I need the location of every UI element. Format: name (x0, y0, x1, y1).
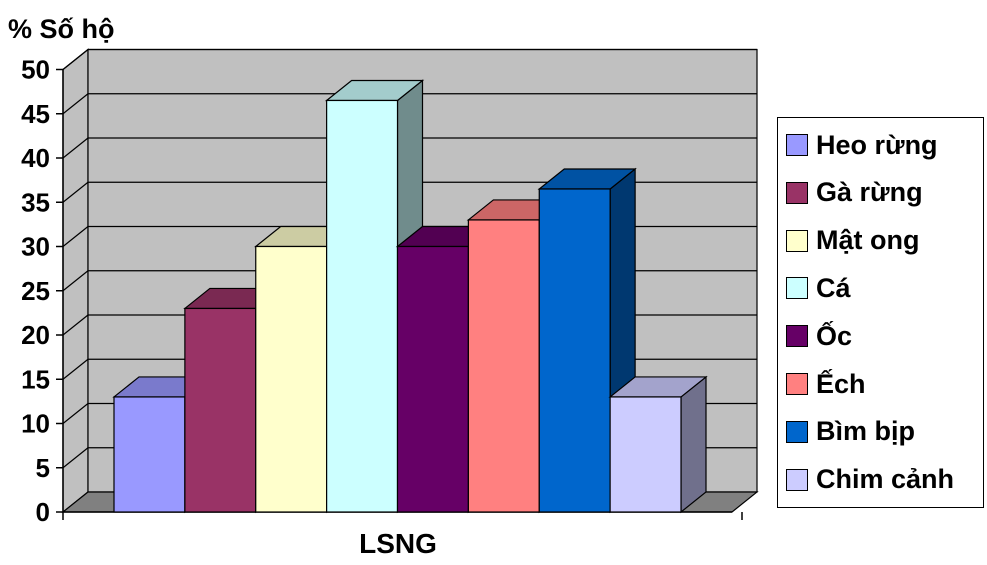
legend-item: Ếch (786, 367, 866, 401)
legend-label: Ốc (816, 320, 853, 351)
legend-item: Cá (786, 271, 851, 305)
y-tick-label: 5 (36, 453, 50, 483)
gridline-side (62, 49, 89, 70)
y-tick-label: 20 (21, 320, 50, 350)
legend-item: Chim cảnh (786, 463, 954, 497)
y-tick-label: 25 (21, 276, 50, 306)
y-tick-label: 50 (21, 55, 50, 85)
bar (113, 396, 186, 513)
plot-area: 0 5 10 15 20 25 30 35 40 45 50 (21, 48, 759, 527)
y-tick-label: 10 (21, 409, 50, 439)
legend-swatch (786, 134, 808, 156)
legend-item: Heo rừng (786, 128, 938, 162)
y-tick-label: 0 (36, 497, 50, 527)
legend-item: Ốc (786, 319, 852, 353)
legend-swatch (786, 468, 808, 491)
y-tick-label: 30 (21, 232, 50, 262)
gridline-side (62, 447, 89, 469)
x-axis-title: LSNG (359, 528, 437, 559)
legend-label: Ếch (816, 368, 866, 399)
y-axis-title: % Số hộ (8, 14, 115, 44)
bar (538, 188, 611, 513)
y-tick-label: 40 (21, 143, 50, 173)
legend-swatch (786, 373, 808, 395)
legend-swatch (786, 229, 808, 252)
legend-label: Gà rừng (816, 177, 923, 208)
bar (467, 219, 540, 513)
y-tick-label: 15 (21, 364, 50, 394)
gridline-side (62, 314, 89, 336)
legend-swatch (786, 181, 808, 204)
legend-label: Chim cảnh (816, 464, 955, 495)
bar-side (680, 375, 707, 514)
legend-swatch (786, 277, 808, 300)
legend-item: Bìm bịp (786, 415, 915, 449)
legend-label: Mật ong (816, 225, 920, 256)
legend-item: Mật ong (786, 224, 919, 258)
legend-label: Cá (816, 272, 851, 303)
legend-swatch (786, 325, 808, 348)
y-tick-label: 35 (21, 187, 50, 217)
legend: Heo rừng Gà rừng Mật ong Cá Ốc Ếch Bìm bịp Chim… (777, 117, 984, 508)
gridline-side (62, 93, 89, 115)
bar (326, 99, 399, 513)
bar (184, 307, 257, 513)
legend-swatch (786, 420, 808, 443)
gridline-side (62, 403, 89, 424)
bar (255, 245, 328, 513)
legend-label: Bìm bịp (816, 416, 915, 447)
gridline-side (62, 226, 89, 247)
legend-label: Heo rừng (816, 129, 938, 160)
legend-item: Gà rừng (786, 176, 923, 210)
bar (396, 245, 469, 513)
gridline-side (62, 358, 89, 380)
y-tick-label: 45 (21, 99, 50, 129)
gridline-side (62, 181, 89, 203)
gridline-side (62, 270, 89, 292)
bar (609, 396, 682, 513)
gridline-side (62, 137, 89, 159)
